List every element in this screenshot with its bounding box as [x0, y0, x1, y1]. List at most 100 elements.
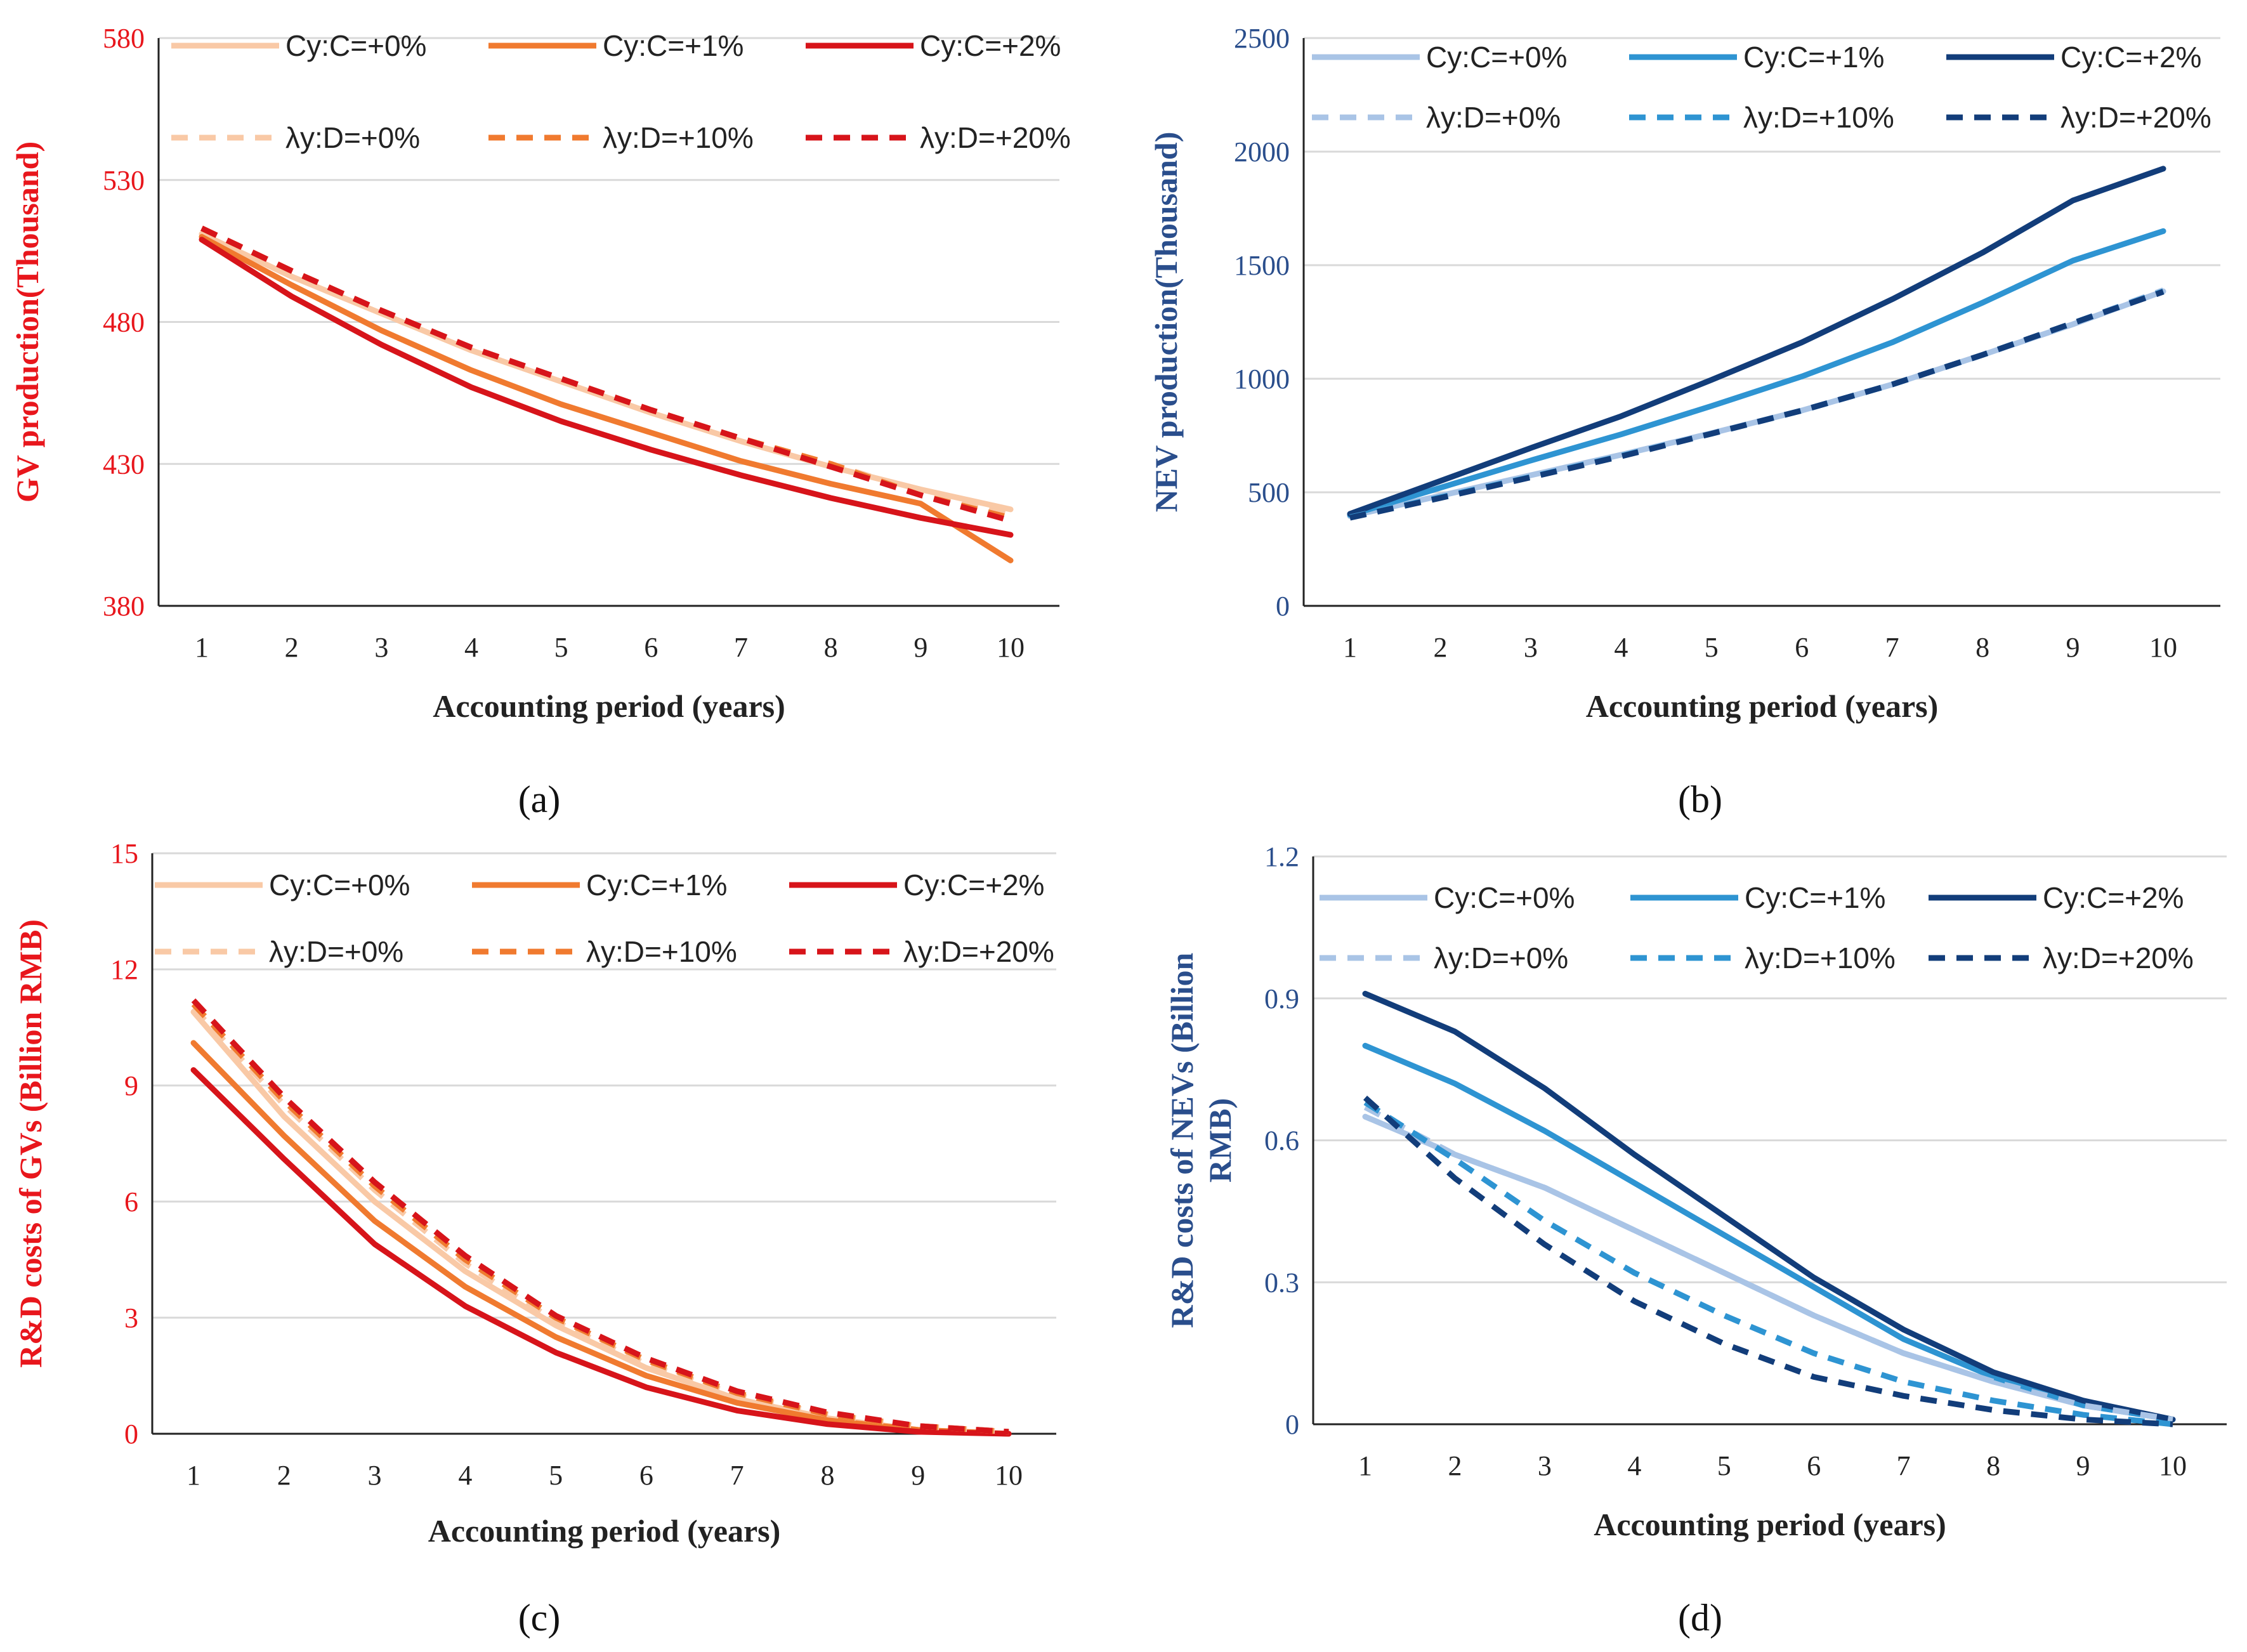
legend-label: λy:D=+10%	[603, 121, 754, 154]
y-tick-label: 430	[103, 449, 145, 480]
y-tick-label: 0	[1285, 1409, 1299, 1440]
legend-label: Cy:C=+0%	[285, 29, 426, 62]
x-tick-label: 3	[374, 632, 388, 663]
x-tick-label: 9	[2076, 1450, 2090, 1481]
series-line	[190, 1040, 1012, 1437]
legend-label: Cy:C=+2%	[903, 869, 1044, 901]
y-axis-title: GV production(Thousand)	[10, 141, 45, 502]
y-tick-label: 1.2	[1264, 841, 1299, 872]
x-tick-label: 1	[1343, 632, 1357, 663]
x-tick-label: 4	[458, 1460, 472, 1491]
x-tick-label: 4	[1627, 1450, 1641, 1481]
y-axis-title: NEV production(Thousand)	[1148, 132, 1184, 513]
x-tick-label: 2	[277, 1460, 291, 1491]
y-axis-title: RMB)	[1202, 1098, 1238, 1183]
series-line	[200, 225, 1012, 524]
legend-label: Cy:C=+0%	[1426, 41, 1567, 74]
series-line	[1363, 1105, 2173, 1422]
x-tick-label: 3	[1538, 1450, 1552, 1481]
series-line	[1349, 289, 2165, 521]
x-axis-title: Accounting period (years)	[1594, 1507, 1946, 1542]
panel-label: (d)	[1678, 1597, 1722, 1639]
series-line	[1347, 228, 2166, 518]
x-tick-label: 5	[1705, 632, 1719, 663]
x-axis-title: Accounting period (years)	[433, 688, 785, 724]
legend-label: λy:D=+20%	[920, 121, 1071, 154]
x-tick-label: 7	[734, 632, 748, 663]
series-line	[200, 225, 1012, 518]
x-tick-label: 8	[824, 632, 838, 663]
x-tick-label: 4	[464, 632, 478, 663]
legend-label: Cy:C=+2%	[2043, 881, 2184, 914]
legend-label: Cy:C=+1%	[1743, 41, 1884, 74]
series-line	[191, 998, 1009, 1435]
x-tick-label: 2	[285, 632, 299, 663]
legend-label: λy:D=+10%	[1743, 101, 1894, 134]
x-tick-label: 1	[1358, 1450, 1372, 1481]
panel-label: (a)	[518, 778, 561, 820]
panel-d: 0 0.3 0.6 0.9 1.2 1 2 3 4 5 6 7 8 9 10 Cy:C=+0% Cy:C=+1%…	[1164, 841, 2227, 1639]
x-tick-label: 6	[1795, 632, 1809, 663]
legend-label: λy:D=+0%	[1434, 941, 1568, 974]
legend-label: Cy:C=+1%	[586, 869, 727, 901]
x-tick-label: 2	[1433, 632, 1447, 663]
series-line	[1347, 166, 2166, 517]
y-tick-label: 0.3	[1264, 1267, 1299, 1298]
legend-label: Cy:C=+1%	[603, 29, 744, 62]
legend-label: λy:D=+10%	[586, 935, 737, 968]
x-tick-label: 5	[554, 632, 568, 663]
y-tick-label: 9	[124, 1070, 138, 1101]
y-tick-label: 1000	[1234, 364, 1290, 395]
x-tick-label: 3	[368, 1460, 382, 1491]
panel-label: (c)	[518, 1597, 561, 1639]
legend-label: λy:D=+0%	[285, 121, 420, 154]
series-line	[1349, 287, 2165, 520]
series-line	[190, 1067, 1012, 1437]
x-tick-label: 9	[914, 632, 927, 663]
series-line	[1362, 1113, 2176, 1422]
x-tick-label: 7	[1897, 1450, 1911, 1481]
x-tick-label: 9	[911, 1460, 925, 1491]
x-tick-label: 2	[1448, 1450, 1462, 1481]
x-tick-label: 5	[549, 1460, 563, 1491]
y-tick-label: 380	[103, 591, 145, 622]
y-tick-label: 2500	[1234, 23, 1290, 54]
legend-label: Cy:C=+1%	[1745, 881, 1885, 914]
x-tick-label: 4	[1614, 632, 1628, 663]
series-line	[1363, 1096, 2173, 1427]
series-line	[200, 225, 1012, 521]
series-line	[199, 237, 1014, 538]
panel-label: (b)	[1678, 778, 1722, 820]
x-tick-label: 1	[187, 1460, 200, 1491]
y-tick-label: 3	[124, 1302, 138, 1334]
legend-label: Cy:C=+2%	[920, 29, 1061, 62]
legend-label: Cy:C=+0%	[1434, 881, 1575, 914]
x-tick-label: 9	[2066, 632, 2080, 663]
x-tick-label: 10	[997, 632, 1025, 663]
y-axis-title: R&D costs of NEVs (Billion	[1164, 952, 1200, 1328]
x-tick-label: 7	[730, 1460, 744, 1491]
panel-b: 0 500 1000 1500 2000 2500 1 2 3 4 5 6 7 8 9 10 Cy:C=+0% C…	[1148, 23, 2220, 820]
legend-label: λy:D=+0%	[269, 935, 403, 968]
series-line	[199, 231, 1014, 513]
series-line	[199, 233, 1014, 563]
x-tick-label: 8	[1975, 632, 1989, 663]
x-tick-label: 10	[2159, 1450, 2187, 1481]
series-line	[1362, 1042, 2176, 1422]
x-tick-label: 7	[1885, 632, 1899, 663]
x-tick-label: 1	[195, 632, 209, 663]
y-tick-label: 580	[103, 23, 145, 54]
x-tick-label: 8	[1986, 1450, 2000, 1481]
series-line	[1347, 288, 2166, 520]
y-tick-label: 480	[103, 307, 145, 338]
x-tick-label: 3	[1524, 632, 1538, 663]
y-tick-label: 12	[110, 954, 138, 985]
y-tick-label: 0.9	[1264, 983, 1299, 1014]
x-axis-title: Accounting period (years)	[1586, 688, 1939, 724]
legend-label: λy:D=+20%	[2060, 101, 2211, 134]
y-tick-label: 530	[103, 165, 145, 196]
x-tick-label: 10	[2149, 632, 2177, 663]
y-tick-label: 0	[124, 1419, 138, 1450]
series-line	[1362, 990, 2176, 1422]
